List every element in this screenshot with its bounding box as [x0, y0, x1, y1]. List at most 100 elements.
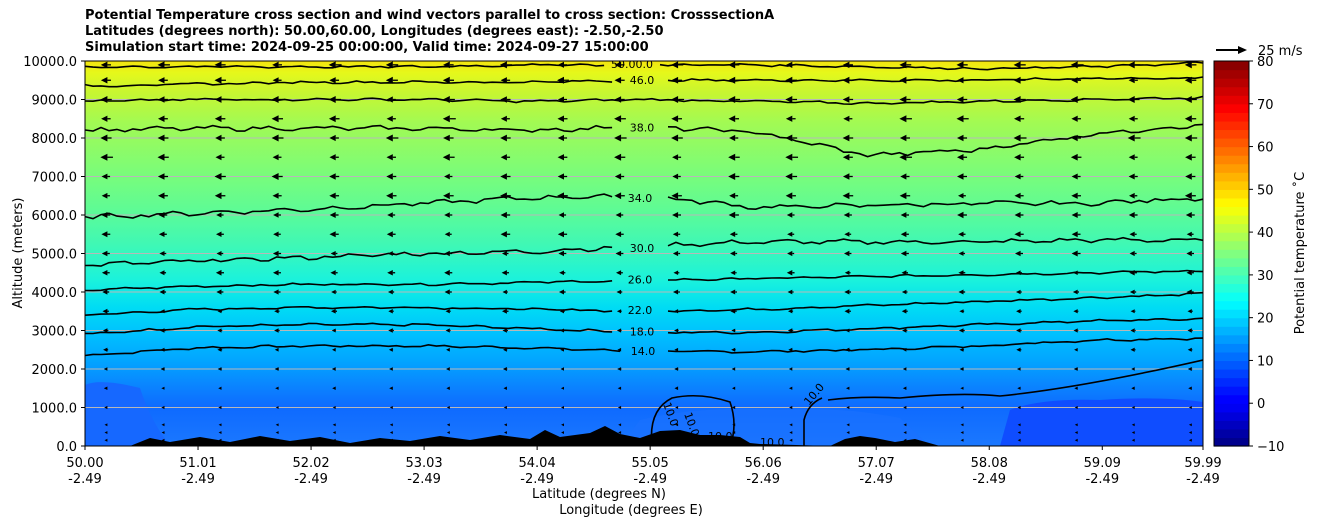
wind-vector-head [443, 134, 450, 142]
wind-vector-head [614, 115, 622, 123]
wind-vector-head [104, 423, 108, 427]
wind-vector-head [1016, 328, 1021, 333]
wind-vector-head [846, 386, 850, 390]
y-tick-label: 2000.0 [32, 363, 78, 378]
wind-vector-head [958, 251, 964, 256]
x-tick-label-lon: -2.49 [181, 472, 215, 487]
colorbar-band [1214, 266, 1249, 276]
wind-vector-head [786, 212, 793, 218]
y-tick-label: 9000.0 [32, 94, 78, 109]
wind-vector-head [958, 231, 964, 237]
wind-vector-head [557, 134, 564, 142]
y-tick-label: 7000.0 [32, 171, 78, 186]
wind-vector-head [899, 192, 907, 200]
contour-label: 22.0 [628, 304, 653, 317]
contour-line [85, 61, 1203, 71]
cold-surface-region-east [1000, 398, 1203, 446]
wind-vector-head [729, 134, 736, 142]
colorbar-band [1214, 283, 1249, 293]
wind-vector-head [389, 406, 393, 409]
x-tick-label-lat: 53.03 [405, 456, 442, 471]
wind-vector-head [959, 309, 964, 314]
wind-vector-head [842, 192, 850, 200]
wind-vector-head [960, 423, 964, 427]
wind-vector-head [1014, 154, 1021, 161]
x-tick-label-lon: -2.49 [746, 472, 780, 487]
y-tick-label: 10000.0 [23, 55, 77, 70]
wind-vector-head [672, 250, 679, 257]
wind-vector-head [158, 231, 165, 237]
colorbar-tick-label: 10 [1257, 354, 1274, 369]
wind-vector-head [616, 289, 622, 295]
colorbar-band [1214, 394, 1249, 404]
wind-vector-head [332, 431, 336, 434]
wind-vector-head [389, 386, 393, 390]
wind-vector-head [217, 367, 222, 371]
wind-vector-head [500, 115, 507, 122]
wind-vector-head [558, 212, 564, 218]
wind-vector-head [103, 386, 108, 390]
wind-vector-head [389, 423, 393, 427]
x-axis-label-longitude: Longitude (degrees E) [559, 503, 703, 518]
wind-vector-head [1131, 438, 1135, 442]
wind-vector-head [728, 153, 736, 161]
wind-vector-head [158, 115, 165, 122]
wind-vector-head [214, 173, 222, 180]
wind-vector-head [158, 77, 165, 84]
wind-vector-head [1185, 153, 1192, 161]
wind-vector-head [100, 61, 108, 69]
wind-vector-head [729, 231, 736, 237]
colorbar-band [1214, 206, 1249, 216]
colorbar-band [1214, 240, 1249, 250]
x-tick-label-lat: 59.99 [1184, 456, 1221, 471]
wind-vector-head [1071, 250, 1078, 257]
wind-vector-head [1130, 328, 1135, 333]
wind-vector-head [674, 328, 679, 333]
wind-vector-head [1014, 115, 1021, 122]
colorbar-band [1214, 437, 1249, 447]
colorbar-band [1214, 215, 1249, 225]
wind-vector-head [275, 423, 279, 427]
colorbar-band [1214, 309, 1249, 319]
wind-vector-head [1187, 367, 1192, 371]
contour-lines: 14.0 18.0 22.0 26.0 30.0 34.0 38.0 46.0 50.00.0 [85, 58, 1203, 358]
colorbar-frame [1213, 60, 1250, 447]
contour-label: 50.00.0 [611, 58, 653, 71]
x-tick-label-lon: -2.49 [520, 472, 554, 487]
wind-vector-head [1187, 328, 1192, 333]
wind-vector-head [446, 347, 450, 352]
x-tick-label-lat: 56.06 [745, 456, 782, 471]
wind-vector-head [504, 423, 507, 427]
wind-vector-head [330, 251, 336, 256]
wind-vector-head [103, 367, 108, 371]
wind-vector-head [557, 115, 564, 122]
wind-vector-head [787, 328, 793, 333]
colorbar-tick-label: 0 [1257, 397, 1265, 412]
wind-vector-head [1017, 423, 1021, 427]
y-tick-label: 5000.0 [32, 248, 78, 263]
colorbar-band [1214, 257, 1249, 267]
wind-vector-head [445, 328, 450, 333]
y-tick-label: 4000.0 [32, 286, 78, 301]
extra-contours [650, 359, 1203, 446]
wind-vector-head [1130, 347, 1135, 352]
wind-vector-head [1074, 386, 1078, 390]
wind-vector-head [1017, 438, 1021, 442]
wind-vector-head [102, 328, 108, 333]
x-tick-label-lon: -2.49 [1085, 472, 1119, 487]
wind-vector-head [444, 289, 450, 295]
wind-vector-head [899, 115, 907, 123]
wind-vector-head [789, 386, 793, 390]
colorbar-tick-label: 80 [1257, 55, 1274, 70]
wind-vector-head [960, 431, 964, 434]
wind-vector-head [899, 153, 907, 161]
wind-vector-head [960, 386, 964, 390]
wind-vector-head [561, 406, 564, 409]
wind-vector-head [161, 423, 165, 427]
wind-vector-head [442, 153, 450, 161]
wind-vector-head [1074, 348, 1078, 352]
wind-vector-head [1074, 438, 1078, 442]
wind-vector-head [958, 193, 964, 199]
wind-vector-head [1128, 154, 1135, 161]
wind-vector-head [614, 77, 622, 84]
